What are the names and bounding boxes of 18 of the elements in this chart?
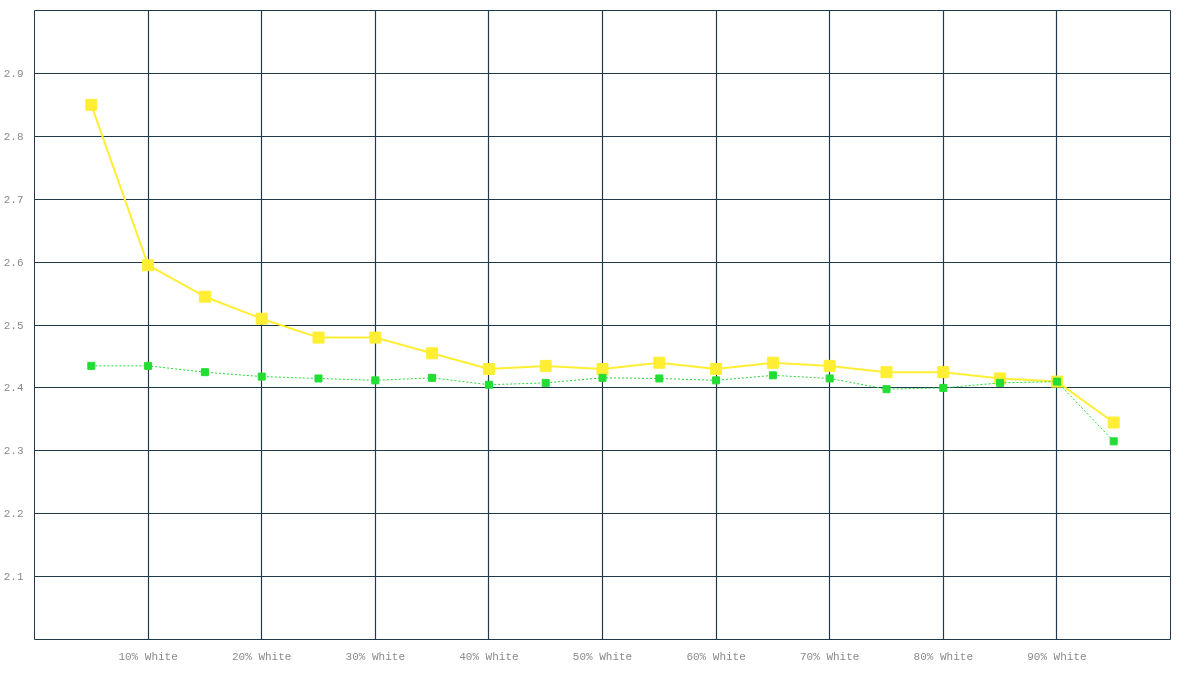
x-tick-label: 80% White xyxy=(913,650,974,663)
y-tick-label: 2.6 xyxy=(3,256,24,269)
y-tick-label: 2.1 xyxy=(3,571,24,584)
x-tick-label: 50% White xyxy=(572,650,633,663)
y-tick-label: 2.7 xyxy=(3,193,24,206)
x-tick-label: 60% White xyxy=(686,650,746,663)
y-tick-label: 2.5 xyxy=(3,319,24,332)
y-tick-label: 2.2 xyxy=(3,508,24,521)
y-tick-label: 2.8 xyxy=(3,130,24,143)
x-tick-label: 90% White xyxy=(1027,650,1087,663)
y-tick-label: 2.9 xyxy=(3,67,24,80)
x-tick-label: 10% White xyxy=(118,650,178,663)
x-tick-label: 40% White xyxy=(459,650,519,663)
x-tick-label: 30% White xyxy=(345,650,406,663)
y-tick-label: 2.4 xyxy=(3,382,24,395)
y-tick-label: 2.3 xyxy=(3,445,24,458)
x-tick-label: 20% White xyxy=(232,650,292,663)
x-tick-label: 70% White xyxy=(800,650,860,663)
